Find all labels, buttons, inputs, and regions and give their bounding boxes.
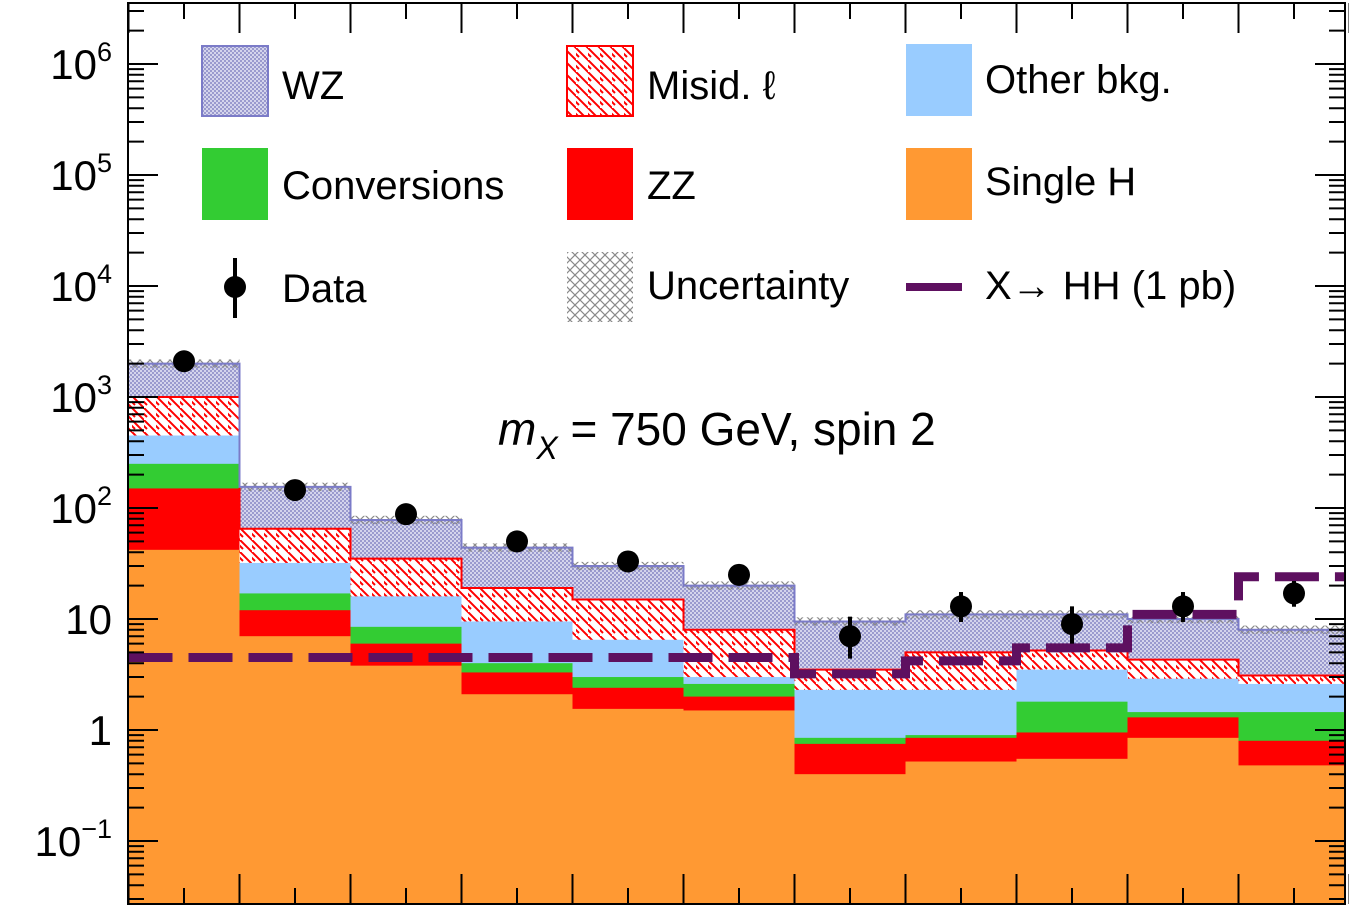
- data-point: [173, 350, 195, 373]
- single-h-bar: [683, 710, 795, 904]
- data-point: [395, 503, 417, 526]
- legend-other-swatch: [906, 44, 972, 116]
- single-h-bar: [350, 665, 462, 904]
- y-tick-label: 104: [50, 259, 112, 310]
- legend-singleh-label: Single H: [985, 160, 1136, 204]
- legend: WZ Misid. ℓ Other bkg. Conversions ZZ Si…: [201, 44, 1236, 322]
- data-point: [1061, 613, 1083, 636]
- background-stack: [128, 359, 1345, 904]
- single-h-bar: [1238, 765, 1345, 904]
- y-tick-label: 10−1: [34, 814, 112, 865]
- legend-wz-label: WZ: [282, 64, 344, 108]
- signal-histogram: [128, 572, 1345, 679]
- data-point: [284, 479, 306, 502]
- y-tick-label: 10: [65, 596, 112, 643]
- legend-wz-swatch: [201, 45, 269, 117]
- data-point: [950, 595, 972, 618]
- single-h-bar: [128, 549, 240, 904]
- plot-frame: [127, 2, 1346, 905]
- single-h-bar: [461, 694, 573, 904]
- single-h-bar: [905, 761, 1017, 904]
- legend-data-label: Data: [282, 267, 367, 311]
- legend-zz-label: ZZ: [647, 164, 696, 208]
- data-point: [1172, 595, 1194, 618]
- legend-misid-swatch: [566, 45, 634, 117]
- wz-outline: [128, 362, 1345, 631]
- mass-spin-annotation: mX = 750 GeV, spin 2: [498, 403, 936, 466]
- legend-conversions-swatch: [202, 148, 268, 220]
- legend-conversions-label: Conversions: [282, 164, 504, 208]
- y-tick-label: 102: [50, 481, 112, 532]
- single-h-bar: [1127, 737, 1239, 904]
- y-tick-label: 103: [50, 370, 112, 421]
- y-tick-label: 105: [50, 148, 112, 199]
- data-point: [506, 530, 528, 553]
- single-h-bar: [239, 636, 351, 904]
- single-h-bar: [572, 708, 684, 904]
- legend-uncertainty-label: Uncertainty: [647, 264, 849, 308]
- single-h-bar: [1016, 758, 1128, 904]
- misid-outline: [128, 396, 1345, 677]
- data-point: [617, 550, 639, 573]
- legend-data-marker: [224, 258, 246, 318]
- single-h-bar: [794, 774, 906, 904]
- legend-misid-label: Misid. ℓ: [647, 64, 776, 108]
- legend-signal-label: X→ HH (1 pb): [985, 264, 1236, 308]
- data-points: [173, 350, 1305, 659]
- legend-singleh-swatch: [906, 148, 972, 220]
- legend-zz-swatch: [567, 148, 633, 220]
- legend-other-label: Other bkg.: [985, 58, 1172, 102]
- legend-uncertainty-swatch: [567, 252, 633, 322]
- signal-line: [128, 572, 1345, 679]
- y-tick-label: 1: [89, 707, 112, 754]
- data-point: [728, 563, 750, 586]
- plot-area: [128, 350, 1345, 904]
- y-tick-label: 106: [50, 37, 112, 88]
- axes: [127, 2, 1349, 905]
- data-point: [1283, 582, 1305, 605]
- data-point: [839, 625, 861, 648]
- axis-ticks: [127, 3, 1349, 904]
